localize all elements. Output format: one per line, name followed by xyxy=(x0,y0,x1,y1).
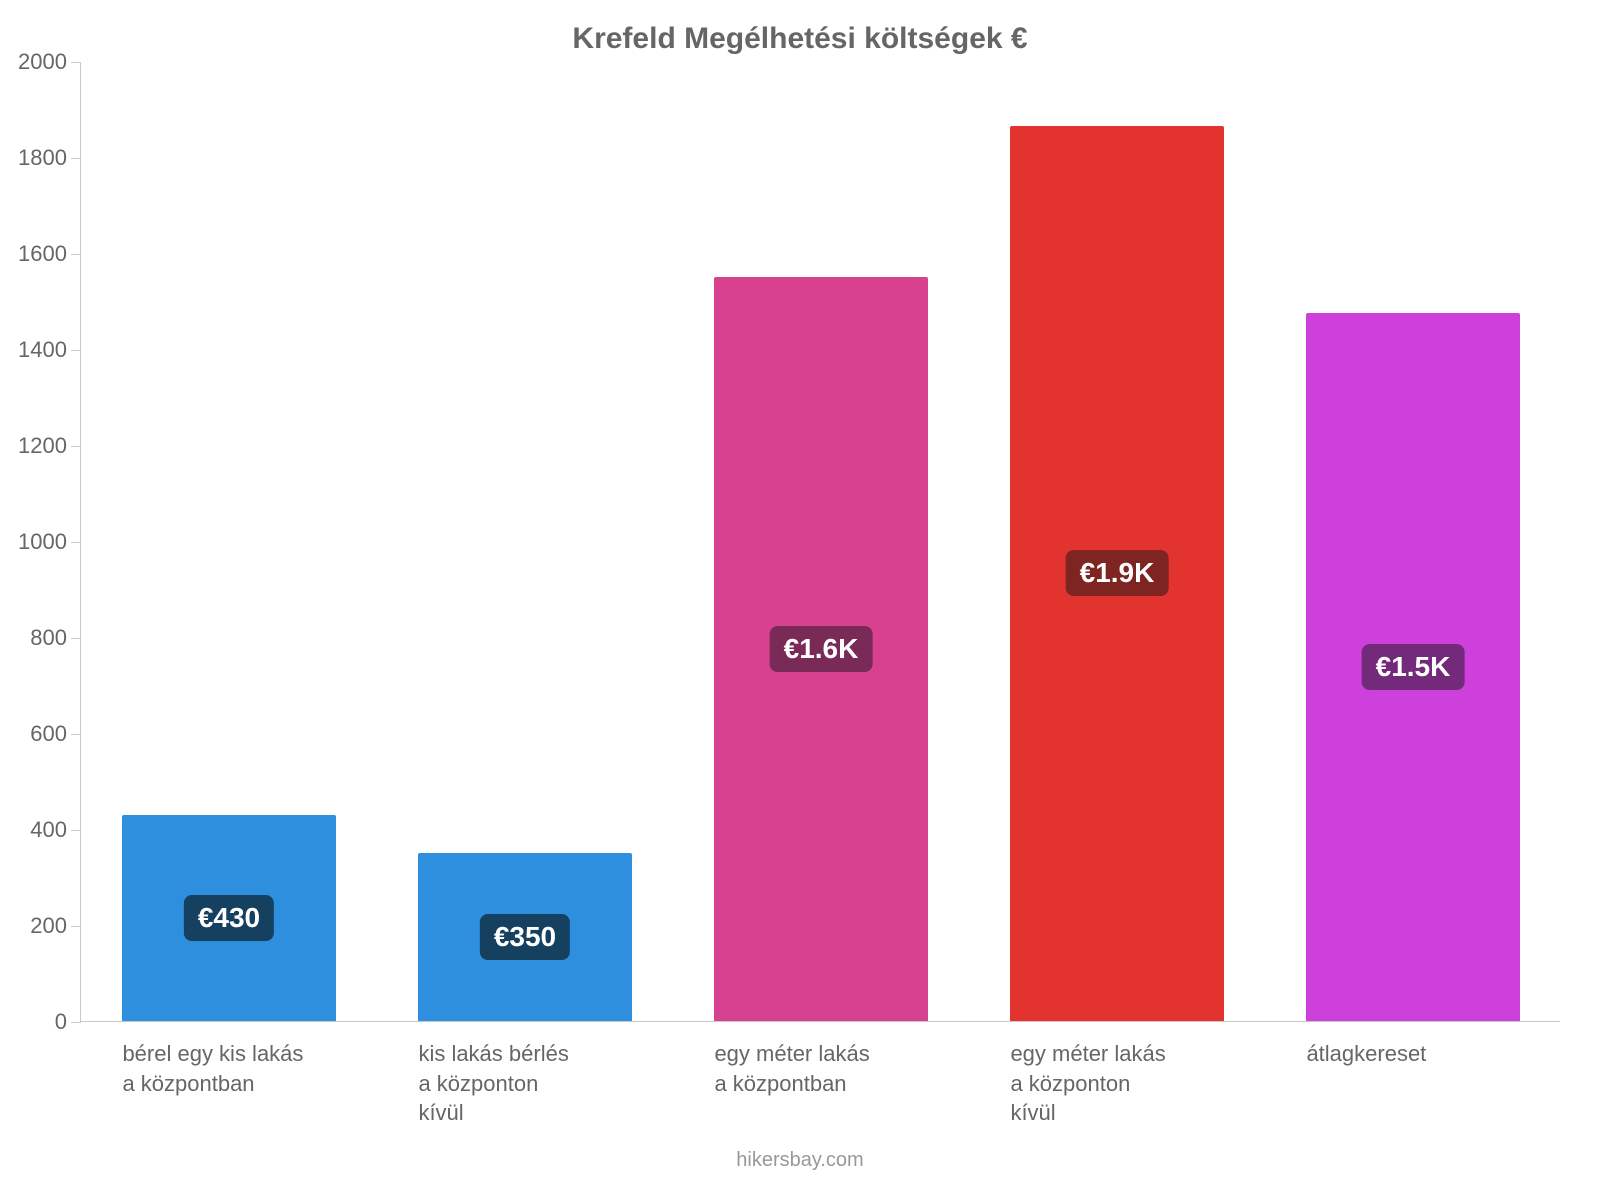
bar-slot: €430bérel egy kis lakás a központban xyxy=(81,62,377,1021)
y-tick-label: 2000 xyxy=(18,49,67,75)
y-tick xyxy=(71,446,81,447)
plot-area: 0200400600800100012001400160018002000€43… xyxy=(80,62,1560,1022)
bar: €350 xyxy=(418,853,631,1021)
y-tick-label: 0 xyxy=(55,1009,67,1035)
y-tick-label: 1800 xyxy=(18,145,67,171)
y-tick-label: 800 xyxy=(30,625,67,651)
y-tick xyxy=(71,158,81,159)
footer-credit: hikersbay.com xyxy=(0,1149,1600,1172)
bar-slot: €350kis lakás bérlés a központon kívül xyxy=(377,62,673,1021)
y-tick-label: 1200 xyxy=(18,433,67,459)
x-tick-label: kis lakás bérlés a központon kívül xyxy=(418,1039,631,1128)
chart-container: Krefeld Megélhetési költségek € 02004006… xyxy=(0,0,1600,1200)
x-tick-label: egy méter lakás a központon kívül xyxy=(1010,1039,1223,1128)
chart-title: Krefeld Megélhetési költségek € xyxy=(0,22,1600,56)
y-tick xyxy=(71,638,81,639)
bar-value-badge: €1.5K xyxy=(1362,644,1465,690)
y-tick-label: 1600 xyxy=(18,241,67,267)
y-tick xyxy=(71,350,81,351)
y-tick-label: 400 xyxy=(30,817,67,843)
y-tick-label: 600 xyxy=(30,721,67,747)
bar-value-badge: €350 xyxy=(480,914,570,960)
y-tick xyxy=(71,1022,81,1023)
bar-slot: €1.6Kegy méter lakás a központban xyxy=(673,62,969,1021)
y-tick-label: 1000 xyxy=(18,529,67,555)
y-tick xyxy=(71,62,81,63)
y-tick xyxy=(71,254,81,255)
bar: €1.5K xyxy=(1306,313,1519,1021)
bar: €1.6K xyxy=(714,277,927,1021)
x-tick-label: bérel egy kis lakás a központban xyxy=(122,1039,335,1098)
bar: €430 xyxy=(122,815,335,1021)
bar-value-badge: €430 xyxy=(184,895,274,941)
y-tick xyxy=(71,542,81,543)
y-tick xyxy=(71,734,81,735)
bar-value-badge: €1.9K xyxy=(1066,550,1169,596)
y-tick-label: 200 xyxy=(30,913,67,939)
x-tick-label: egy méter lakás a központban xyxy=(714,1039,927,1098)
y-tick-label: 1400 xyxy=(18,337,67,363)
bar-slot: €1.5Kátlagkereset xyxy=(1265,62,1561,1021)
bar: €1.9K xyxy=(1010,126,1223,1021)
y-tick xyxy=(71,830,81,831)
bar-value-badge: €1.6K xyxy=(770,626,873,672)
y-tick xyxy=(71,926,81,927)
bar-slot: €1.9Kegy méter lakás a központon kívül xyxy=(969,62,1265,1021)
x-tick-label: átlagkereset xyxy=(1306,1039,1519,1069)
